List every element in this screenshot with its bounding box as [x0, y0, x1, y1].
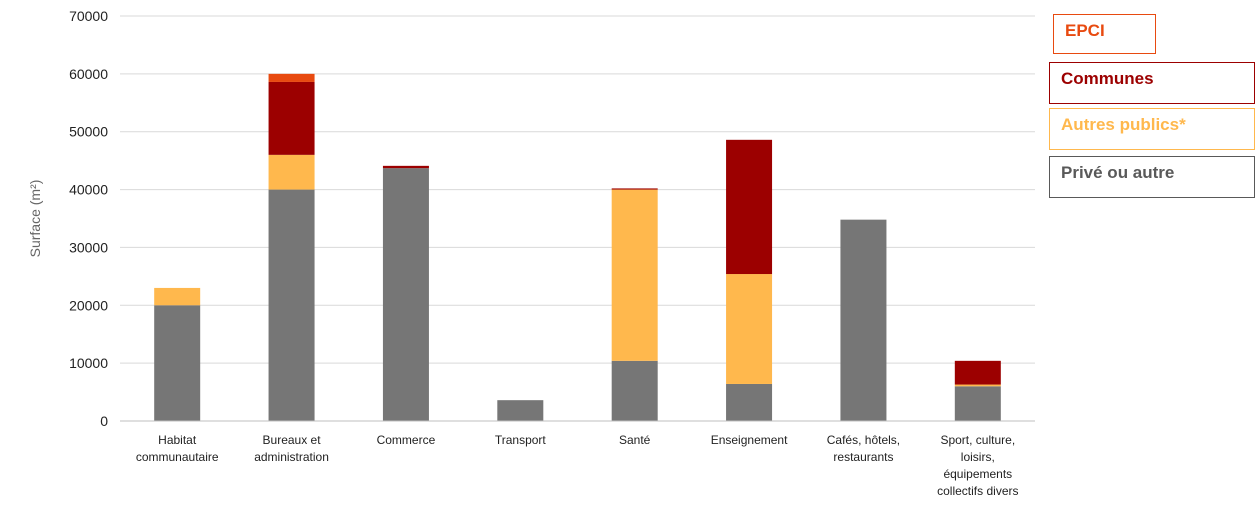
bars [154, 73, 1001, 421]
bar-segment [611, 188, 658, 190]
x-tick-label-line: communautaire [136, 450, 219, 464]
x-tick-label-line: restaurants [833, 450, 893, 464]
y-tick-label: 50000 [69, 124, 108, 140]
x-tick-label: Bureaux et administration [254, 433, 329, 464]
x-tick-label: Cafés, hôtels, restaurants [827, 433, 900, 464]
x-tick-label: Commerce [377, 433, 436, 447]
x-tick-label: Enseignement [711, 433, 788, 447]
x-tick-label-line: Sport, culture, [940, 433, 1015, 447]
x-tick-label-line: Transport [495, 433, 547, 447]
y-tick-label: 0 [100, 413, 108, 429]
y-axis-label: Surface (m²) [27, 180, 43, 258]
x-tick-label: Habitat communautaire [136, 433, 219, 464]
bar-segment [382, 168, 429, 421]
bar-segment [154, 287, 201, 306]
bar-segment [611, 360, 658, 421]
gridlines [120, 15, 1035, 364]
x-tick-label: Transport [495, 433, 547, 447]
bar-segment [268, 154, 315, 190]
x-tick-label: Sport, culture, loisirs, équipements collec… [937, 433, 1018, 498]
x-tick-label-line: Santé [619, 433, 651, 447]
bar-segment [611, 189, 658, 361]
x-tick-label-line: Bureaux et [263, 433, 322, 447]
bar-segment [268, 189, 315, 421]
x-tick-label-line: administration [254, 450, 329, 464]
x-tick-label-line: Commerce [377, 433, 436, 447]
x-tick-label-line: loisirs, [961, 450, 995, 464]
y-tick-label: 30000 [69, 239, 108, 255]
bar-segment [497, 400, 544, 421]
bar-segment [268, 73, 315, 82]
bar-segment [726, 383, 773, 421]
bar-segment [954, 384, 1001, 387]
y-axis-ticks: 0 10000 20000 30000 40000 50000 60000 70000 [69, 8, 108, 429]
bar-segment [382, 165, 429, 169]
bar-segment [268, 81, 315, 155]
y-tick-label: 10000 [69, 355, 108, 371]
bar-segment [726, 139, 773, 275]
x-tick-label: Santé [619, 433, 651, 447]
bar-segment [954, 386, 1001, 421]
y-tick-label: 20000 [69, 297, 108, 313]
bar-segment [954, 360, 1001, 385]
y-tick-label: 60000 [69, 66, 108, 82]
legend-item: EPCI [1053, 14, 1156, 54]
x-axis-categories: Habitat communautaire Bureaux et administra… [136, 433, 1019, 498]
x-tick-label-line: collectifs divers [937, 484, 1018, 498]
bar-segment [154, 305, 201, 421]
bar-segment [726, 274, 773, 384]
y-tick-label: 40000 [69, 182, 108, 198]
legend-item: Autres publics* [1049, 108, 1255, 150]
x-tick-label-line: Habitat [158, 433, 197, 447]
legend-item: Communes [1049, 62, 1255, 104]
x-tick-label-line: Enseignement [711, 433, 788, 447]
y-tick-label: 70000 [69, 8, 108, 24]
x-tick-label-line: Cafés, hôtels, [827, 433, 900, 447]
legend-item: Privé ou autre [1049, 156, 1255, 198]
x-tick-label-line: équipements [943, 467, 1012, 481]
bar-segment [840, 219, 887, 421]
